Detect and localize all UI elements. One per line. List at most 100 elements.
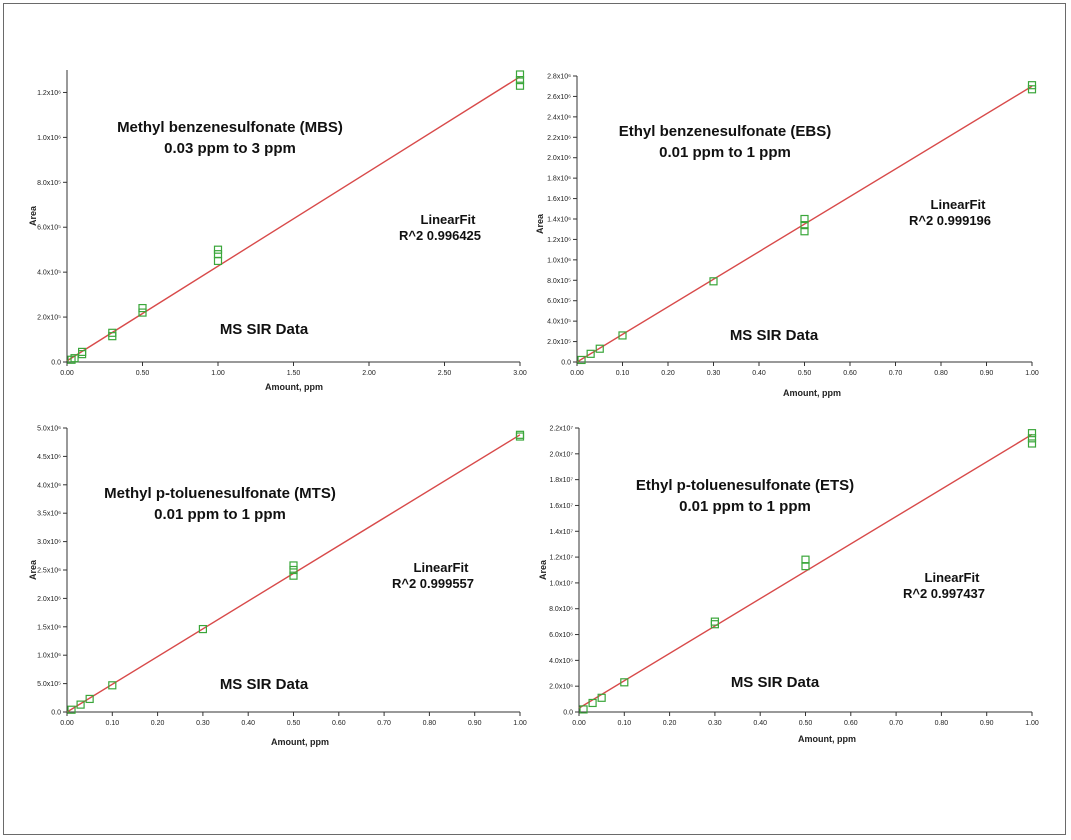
data-point [1027,439,1037,448]
data-annotation: MS SIR Data [731,674,820,691]
data-point [515,81,525,90]
x-axis-label: Amount, ppm [783,388,841,398]
r-squared-label: R^2 0.999557 [392,576,474,591]
data-point [618,331,627,340]
y-tick-label: 1.4x10⁶ [547,217,571,224]
x-tick-label: 0.40 [241,720,255,727]
data-point [586,349,595,358]
data-point [710,617,720,626]
y-tick-label: 1.0x10⁶ [37,135,61,142]
y-tick-label: 8.0x10⁶ [549,606,573,613]
y-tick-label: 4.0x10⁵ [37,270,61,277]
data-point [801,555,810,564]
x-tick-label: 2.50 [438,370,452,377]
x-tick-label: 0.20 [151,720,165,727]
data-point [597,693,606,702]
x-tick-label: 0.40 [752,370,766,377]
y-tick-label: 1.6x10⁶ [547,196,571,203]
x-tick-label: 0.20 [663,720,677,727]
x-tick-label: 0.10 [616,370,630,377]
data-point [515,76,525,85]
data-point [213,256,223,266]
y-tick-label: 5.0x10⁵ [37,681,61,688]
x-tick-label: 0.70 [889,370,903,377]
x-tick-label: 0.50 [798,370,812,377]
x-tick-label: 0.90 [980,370,994,377]
data-annotation: MS SIR Data [730,327,819,344]
data-point [67,705,76,714]
y-tick-label: 8.0x10⁵ [37,180,61,187]
chart-panel-2: 0.0 2.0x10⁵ 4.0x10⁵ 6.0x10⁵ 8.0x10⁵ 1.0x10⁶ 1.… [535,74,1039,399]
data-point [138,303,147,313]
y-tick-label: 1.2x10⁶ [547,237,571,244]
y-axis-label: Area [538,559,548,580]
y-tick-label: 6.0x10⁵ [547,298,571,305]
x-tick-label: 1.00 [513,720,527,727]
linear-fit-line [66,76,521,362]
data-point [76,700,85,709]
x-tick-label: 0.80 [934,370,948,377]
x-tick-label: 0.30 [708,720,722,727]
y-tick-label: 2.0x10⁵ [547,339,571,346]
y-tick-label: 1.2x10⁶ [37,90,61,97]
y-axis-label: Area [28,205,38,226]
y-tick-label: 2.0x10⁶ [547,155,571,162]
data-point [198,624,207,634]
y-tick-label: 3.0x10⁶ [37,539,61,546]
y-tick-label: 2.8x10⁶ [547,74,571,81]
x-tick-label: 0.00 [60,720,74,727]
x-tick-label: 1.00 [1025,720,1039,727]
x-tick-label: 0.90 [980,720,994,727]
x-axis-label: Amount, ppm [265,382,323,392]
data-point [289,561,298,570]
x-axis-label: Amount, ppm [271,737,329,747]
fit-label: LinearFit [925,570,981,585]
x-tick-label: 0.30 [707,370,721,377]
data-point [85,694,94,704]
y-tick-label: 1.0x10⁶ [37,653,61,660]
y-tick-label: 1.2x10⁷ [549,555,573,562]
r-squared-label: R^2 0.996425 [399,228,481,243]
y-tick-label: 2.6x10⁶ [547,94,571,101]
y-tick-label: 0.0 [51,710,61,717]
y-tick-label: 1.6x10⁷ [549,503,573,510]
x-tick-label: 0.70 [377,720,391,727]
chart-title-line: 0.01 ppm to 1 ppm [154,506,286,523]
y-tick-label: 0.0 [563,710,573,717]
data-point [800,227,809,236]
x-tick-label: 1.50 [287,370,301,377]
y-tick-label: 6.0x10⁶ [549,632,573,639]
x-tick-label: 0.50 [136,370,150,377]
y-tick-label: 1.0x10⁷ [549,580,573,587]
x-tick-label: 1.00 [211,370,225,377]
y-tick-label: 1.4x10⁷ [549,529,573,536]
x-tick-label: 0.40 [753,720,767,727]
data-point [1027,429,1037,438]
x-tick-label: 0.70 [889,720,903,727]
y-tick-label: 3.5x10⁶ [37,511,61,518]
x-tick-label: 0.10 [105,720,119,727]
data-point [579,705,588,714]
data-point [289,571,298,580]
y-tick-label: 2.2x10⁷ [549,426,573,433]
y-tick-label: 1.0x10⁶ [547,257,571,264]
fit-label: LinearFit [414,560,470,575]
y-tick-label: 4.0x10⁶ [37,482,61,489]
data-point [108,328,117,337]
chart-title-line: 0.01 ppm to 1 ppm [679,498,811,515]
x-tick-label: 1.00 [1025,370,1039,377]
data-annotation: MS SIR Data [220,321,309,338]
x-tick-label: 0.00 [572,720,586,727]
data-point [1027,81,1037,90]
y-tick-label: 2.0x10⁷ [549,451,573,458]
x-tick-label: 0.50 [287,720,301,727]
x-tick-label: 0.30 [196,720,210,727]
y-tick-label: 4.0x10⁶ [549,658,573,665]
x-tick-label: 0.00 [570,370,584,377]
y-tick-label: 2.0x10⁶ [549,684,573,691]
chart-title-line: Methyl benzenesulfonate (MBS) [117,119,343,136]
y-tick-label: 0.0 [561,360,571,367]
x-tick-label: 0.50 [799,720,813,727]
x-tick-label: 0.80 [935,720,949,727]
chart-title-line: Ethyl benzenesulfonate (EBS) [619,123,832,140]
